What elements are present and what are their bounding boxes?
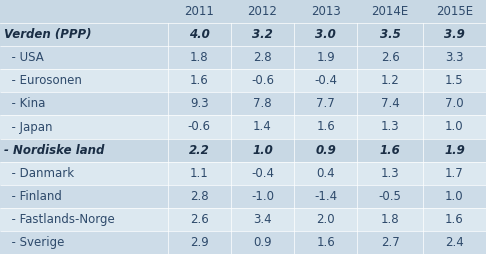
Bar [0,162,486,185]
Text: 1.0: 1.0 [445,190,464,203]
Bar [0,185,486,208]
Text: 1.6: 1.6 [190,74,208,87]
Text: 1.9: 1.9 [444,144,465,156]
Text: - Sverige: - Sverige [4,236,64,249]
Text: 1.6: 1.6 [445,213,464,226]
Text: 2011: 2011 [184,5,214,18]
Text: 1.8: 1.8 [190,51,208,64]
Text: 1.6: 1.6 [380,144,400,156]
Text: 3.2: 3.2 [252,28,273,41]
Text: -0.6: -0.6 [251,74,274,87]
Text: 7.7: 7.7 [316,98,335,110]
Text: 1.4: 1.4 [253,120,272,134]
Text: - USA: - USA [4,51,44,64]
Text: - Danmark: - Danmark [4,167,74,180]
Text: 4.0: 4.0 [189,28,209,41]
Text: 2.8: 2.8 [253,51,272,64]
Text: 2.0: 2.0 [316,213,335,226]
Bar [0,138,486,162]
Text: -0.6: -0.6 [188,120,211,134]
Text: Verden (PPP): Verden (PPP) [4,28,91,41]
Bar [0,46,486,69]
Text: -1.0: -1.0 [251,190,274,203]
Text: 1.0: 1.0 [252,144,273,156]
Text: 1.5: 1.5 [445,74,464,87]
Text: 2.8: 2.8 [190,190,208,203]
Bar [0,116,486,138]
Text: 0.9: 0.9 [253,236,272,249]
Bar [0,92,486,116]
Text: 2.2: 2.2 [189,144,209,156]
Text: 3.5: 3.5 [380,28,400,41]
Text: 0.4: 0.4 [316,167,335,180]
Bar [0,69,486,92]
Text: 2.4: 2.4 [445,236,464,249]
Text: 2012: 2012 [247,5,278,18]
Text: 7.4: 7.4 [381,98,399,110]
Text: - Fastlands-Norge: - Fastlands-Norge [4,213,115,226]
Bar [0,208,486,231]
Text: - Eurosonen: - Eurosonen [4,74,82,87]
Text: 2.6: 2.6 [190,213,208,226]
Text: 3.4: 3.4 [253,213,272,226]
Text: 2.7: 2.7 [381,236,399,249]
Text: 1.1: 1.1 [190,167,208,180]
Text: 1.3: 1.3 [381,120,399,134]
Text: 1.6: 1.6 [316,120,335,134]
Text: 2015E: 2015E [436,5,473,18]
Text: 3.9: 3.9 [444,28,465,41]
Text: -0.5: -0.5 [379,190,401,203]
Text: -0.4: -0.4 [251,167,274,180]
Text: 9.3: 9.3 [190,98,208,110]
Text: 3.0: 3.0 [315,28,336,41]
Text: 2.9: 2.9 [190,236,208,249]
Text: 1.2: 1.2 [381,74,399,87]
Text: 2.6: 2.6 [381,51,399,64]
Text: 1.7: 1.7 [445,167,464,180]
Bar [0,231,486,254]
Text: 7.0: 7.0 [445,98,464,110]
Text: 0.9: 0.9 [315,144,336,156]
Bar [0,23,486,46]
Text: - Kina: - Kina [4,98,45,110]
Text: 1.6: 1.6 [316,236,335,249]
Text: 3.3: 3.3 [445,51,464,64]
Text: - Nordiske land: - Nordiske land [4,144,104,156]
Text: 2013: 2013 [311,5,341,18]
Text: 2014E: 2014E [371,5,409,18]
Text: 1.9: 1.9 [316,51,335,64]
Text: 1.0: 1.0 [445,120,464,134]
Text: 7.8: 7.8 [253,98,272,110]
Text: - Finland: - Finland [4,190,62,203]
Text: -0.4: -0.4 [314,74,337,87]
Text: -1.4: -1.4 [314,190,337,203]
Bar [0,0,486,23]
Text: - Japan: - Japan [4,120,52,134]
Text: 1.3: 1.3 [381,167,399,180]
Text: 1.8: 1.8 [381,213,399,226]
